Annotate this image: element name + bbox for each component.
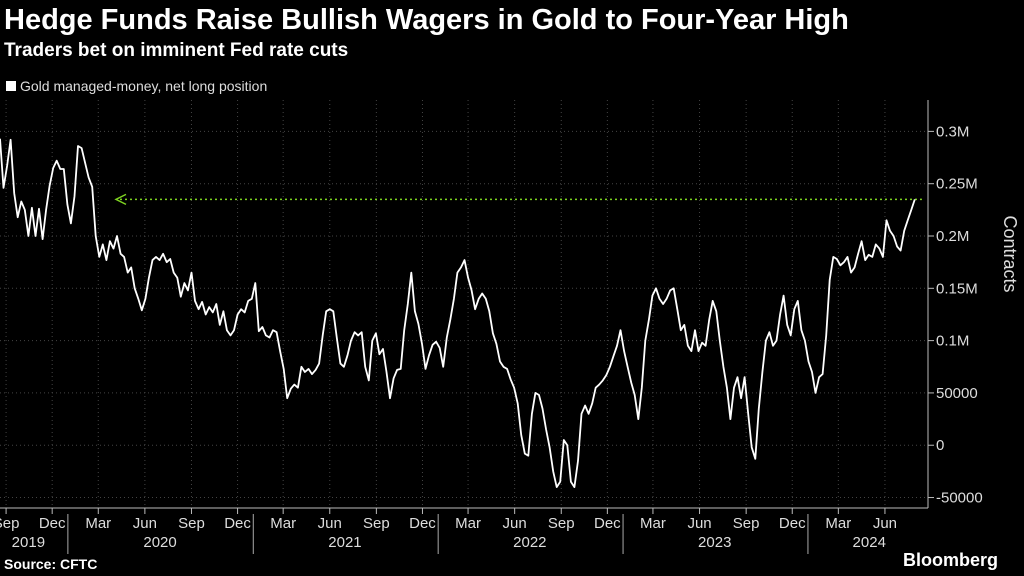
x-tick-label: Dec — [779, 515, 806, 532]
y-tick-label: 0.3M — [936, 123, 969, 140]
y-tick-label: 50000 — [936, 385, 978, 402]
year-label: 2024 — [853, 534, 886, 551]
chart-subtitle: Traders bet on imminent Fed rate cuts — [4, 40, 349, 61]
x-tick-label: Mar — [270, 515, 296, 532]
legend-label: Gold managed-money, net long position — [20, 78, 268, 94]
x-tick-label: Jun — [687, 515, 711, 532]
year-label: 2020 — [143, 534, 176, 551]
x-tick-label: Sep — [363, 515, 390, 532]
y-tick-label: 0.2M — [936, 228, 969, 245]
x-tick-label: Sep — [733, 515, 760, 532]
x-tick-label: Dec — [594, 515, 621, 532]
x-tick-label: Dec — [224, 515, 251, 532]
x-tick-label: Sep — [0, 515, 19, 532]
x-tick-label: Jun — [133, 515, 157, 532]
y-tick-label: 0.1M — [936, 333, 969, 350]
y-tick-label: 0.15M — [936, 280, 978, 297]
y-axis-title: Contracts — [1000, 215, 1020, 292]
x-tick-label: Sep — [178, 515, 205, 532]
x-tick-label: Mar — [640, 515, 666, 532]
year-label: 2019 — [12, 534, 45, 551]
year-label: 2023 — [698, 534, 731, 551]
x-tick-label: Mar — [825, 515, 851, 532]
bloomberg-logo: Bloomberg — [902, 550, 998, 570]
x-tick-label: Sep — [548, 515, 575, 532]
x-tick-label: Mar — [455, 515, 481, 532]
source-note: Source: CFTC — [4, 556, 98, 572]
chart-title: Hedge Funds Raise Bullish Wagers in Gold… — [4, 4, 849, 36]
y-tick-label: -50000 — [936, 490, 983, 507]
series-line — [0, 138, 916, 488]
legend: Gold managed-money, net long position — [6, 78, 267, 94]
year-label: 2022 — [513, 534, 546, 551]
x-tick-label: Dec — [39, 515, 66, 532]
x-tick-label: Jun — [873, 515, 897, 532]
x-tick-label: Dec — [409, 515, 436, 532]
y-tick-label: 0.25M — [936, 176, 978, 193]
x-tick-label: Mar — [85, 515, 111, 532]
year-label: 2021 — [328, 534, 361, 551]
x-tick-label: Jun — [318, 515, 342, 532]
x-tick-label: Jun — [503, 515, 527, 532]
y-tick-label: 0 — [936, 437, 944, 454]
reference-arrowhead — [114, 193, 127, 206]
legend-swatch — [6, 81, 16, 91]
